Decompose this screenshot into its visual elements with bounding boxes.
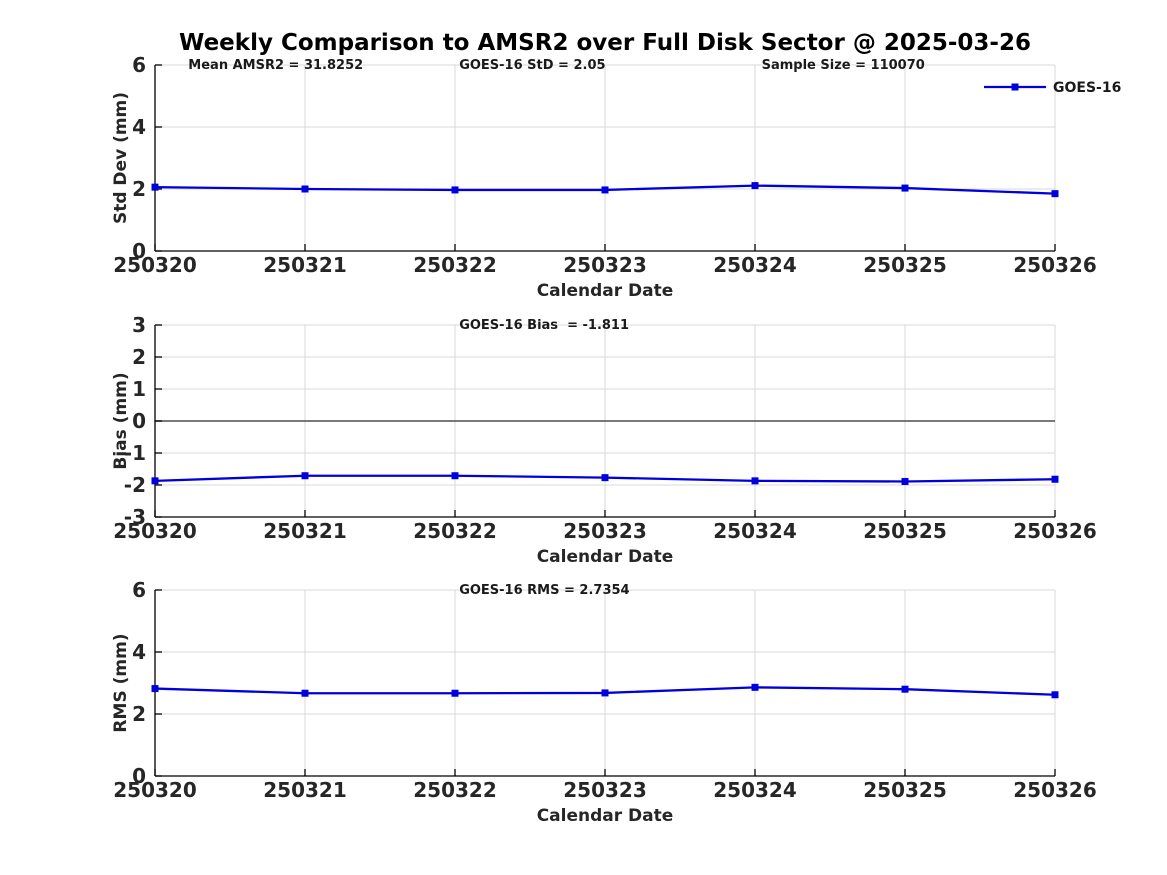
data-point-marker <box>1051 475 1059 483</box>
data-point-marker <box>451 186 459 194</box>
y-tick-label: 6 <box>132 53 146 77</box>
x-tick-label: 250323 <box>563 778 647 802</box>
x-axis-label: Calendar Date <box>537 547 674 567</box>
x-tick-label: 250320 <box>113 778 197 802</box>
y-tick-label: 4 <box>132 115 146 139</box>
figure-title: Weekly Comparison to AMSR2 over Full Dis… <box>179 30 1031 56</box>
x-tick-label: 250324 <box>713 253 797 277</box>
std-dev-chart: 250320 250321 250322 250323 250324 250325 2503… <box>111 53 1121 301</box>
y-tick-label: 4 <box>132 640 146 664</box>
data-point-marker <box>901 685 909 693</box>
x-tick-label: 250326 <box>1013 519 1097 543</box>
data-point-marker <box>301 689 309 697</box>
y-tick-label: 6 <box>132 578 146 602</box>
data-point-marker <box>451 689 459 697</box>
x-tick-label: 250325 <box>863 778 947 802</box>
data-point-marker <box>901 477 909 485</box>
legend-marker <box>1011 83 1019 91</box>
y-tick-label: 1 <box>132 377 146 401</box>
x-tick-label: 250326 <box>1013 253 1097 277</box>
x-tick-label: 250321 <box>263 253 347 277</box>
y-tick-label: -2 <box>124 473 146 497</box>
y-tick-label: 2 <box>132 345 146 369</box>
x-tick-label: 250321 <box>263 519 347 543</box>
data-point-marker <box>151 685 159 693</box>
y-tick-label: 2 <box>132 702 146 726</box>
y-axis-label: RMS (mm) <box>111 633 131 732</box>
y-tick-label: 0 <box>132 409 146 433</box>
x-tick-label: 250325 <box>863 253 947 277</box>
x-tick-label: 250322 <box>413 778 497 802</box>
x-tick-label: 250321 <box>263 778 347 802</box>
y-tick-label: 0 <box>132 239 146 263</box>
x-tick-label: 250322 <box>413 519 497 543</box>
data-point-marker <box>601 186 609 194</box>
annotation-text: GOES-16 Bias = -1.811 <box>459 318 629 333</box>
data-point-marker <box>751 477 759 485</box>
x-tick-label: 250323 <box>563 253 647 277</box>
x-tick-label: 250324 <box>713 778 797 802</box>
data-point-marker <box>751 182 759 190</box>
data-point-marker <box>301 472 309 480</box>
rms-chart: 250320 250321 250322 250323 250324 250325 2503… <box>111 578 1097 826</box>
x-tick-label: 250323 <box>563 519 647 543</box>
y-tick-label: 2 <box>132 177 146 201</box>
y-tick-label: -3 <box>124 505 146 529</box>
data-point-marker <box>301 185 309 193</box>
annotation-text: GOES-16 StD = 2.05 <box>459 58 605 73</box>
data-point-marker <box>1051 691 1059 699</box>
legend-label: GOES-16 <box>1053 80 1121 96</box>
annotation-text: Mean AMSR2 = 31.8252 <box>188 58 363 73</box>
x-tick-label: 250324 <box>713 519 797 543</box>
y-tick-label: -1 <box>124 441 146 465</box>
data-point-marker <box>151 477 159 485</box>
x-tick-label: 250325 <box>863 519 947 543</box>
x-tick-label: 250322 <box>413 253 497 277</box>
data-point-marker <box>601 689 609 697</box>
x-axis-label: Calendar Date <box>537 281 674 301</box>
data-point-marker <box>451 472 459 480</box>
x-tick-label: 250320 <box>113 253 197 277</box>
data-point-marker <box>601 474 609 482</box>
data-point-marker <box>1051 190 1059 198</box>
data-point-marker <box>751 683 759 691</box>
annotation-text: Sample Size = 110070 <box>762 58 925 73</box>
y-tick-label: 3 <box>132 313 146 337</box>
data-point-marker <box>901 184 909 192</box>
bias-chart: 250320 250321 250322 250323 250324 250325 2503… <box>111 313 1097 567</box>
y-axis-label: Bias (mm) <box>111 372 131 469</box>
y-axis-label: Std Dev (mm) <box>111 92 131 224</box>
data-point-marker <box>151 183 159 191</box>
x-tick-label: 250320 <box>113 519 197 543</box>
y-tick-label: 0 <box>132 764 146 788</box>
annotation-text: GOES-16 RMS = 2.7354 <box>459 583 629 598</box>
x-axis-label: Calendar Date <box>537 806 674 826</box>
x-tick-label: 250326 <box>1013 778 1097 802</box>
